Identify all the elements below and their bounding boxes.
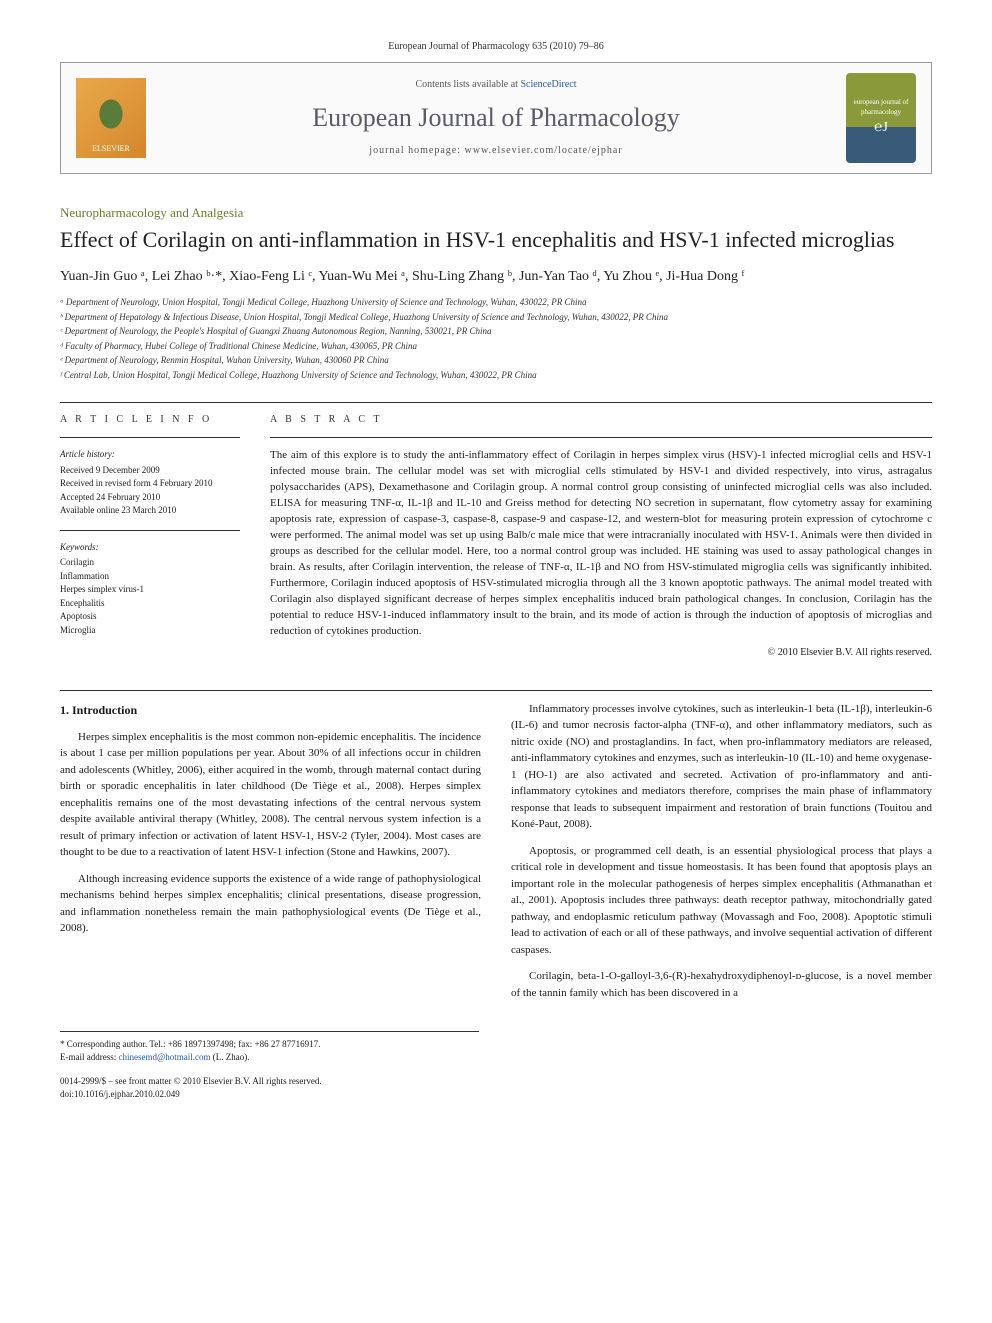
- elsevier-tree-icon: [91, 89, 131, 139]
- journal-citation: European Journal of Pharmacology 635 (20…: [60, 40, 932, 54]
- article-info-column: A R T I C L E I N F O Article history: R…: [60, 413, 240, 659]
- body-left-column: 1. Introduction Herpes simplex encephali…: [60, 701, 481, 1012]
- affiliation: ᵃ Department of Neurology, Union Hospita…: [60, 296, 932, 310]
- journal-cover-thumbnail: european journal of pharmacology ℮Ј: [846, 73, 916, 163]
- keyword: Corilagin: [60, 556, 240, 570]
- body-paragraph: Herpes simplex encephalitis is the most …: [60, 729, 481, 861]
- article-info-heading: A R T I C L E I N F O: [60, 413, 240, 427]
- publisher-logo: ELSEVIER: [76, 78, 146, 158]
- keywords-block: Keywords: Corilagin Inflammation Herpes …: [60, 541, 240, 638]
- affiliation: ᵇ Department of Hepatology & Infectious …: [60, 311, 932, 325]
- corresponding-author-note: * Corresponding author. Tel.: +86 189713…: [60, 1031, 479, 1063]
- email-name: (L. Zhao).: [211, 1052, 250, 1062]
- contents-prefix: Contents lists available at: [415, 79, 520, 90]
- journal-name: European Journal of Pharmacology: [146, 100, 846, 136]
- footer-doi: doi:10.1016/j.ejphar.2010.02.049: [60, 1088, 932, 1101]
- article-title: Effect of Corilagin on anti-inflammation…: [60, 226, 932, 255]
- corresponding-email-line: E-mail address: chinesemd@hotmail.com (L…: [60, 1051, 479, 1064]
- keyword: Microglia: [60, 624, 240, 638]
- cover-text-top: european journal of: [854, 98, 909, 108]
- history-item: Available online 23 March 2010: [60, 504, 240, 518]
- email-link[interactable]: chinesemd@hotmail.com: [118, 1052, 210, 1062]
- history-item: Accepted 24 February 2010: [60, 491, 240, 505]
- homepage-prefix: journal homepage:: [369, 145, 464, 156]
- history-item: Received 9 December 2009: [60, 464, 240, 478]
- homepage-line: journal homepage: www.elsevier.com/locat…: [146, 144, 846, 158]
- affiliation: ᶠ Central Lab, Union Hospital, Tongji Me…: [60, 369, 932, 383]
- article-history-block: Article history: Received 9 December 200…: [60, 448, 240, 518]
- body-columns: 1. Introduction Herpes simplex encephali…: [60, 701, 932, 1012]
- footer-bottom: 0014-2999/$ – see front matter © 2010 El…: [60, 1075, 932, 1100]
- keyword: Herpes simplex virus-1: [60, 583, 240, 597]
- affiliation: ᶜ Department of Neurology, the People's …: [60, 325, 932, 339]
- affiliation: ᵈ Faculty of Pharmacy, Hubei College of …: [60, 340, 932, 354]
- sciencedirect-link[interactable]: ScienceDirect: [520, 79, 576, 90]
- abstract-heading: A B S T R A C T: [270, 413, 932, 427]
- header-center: Contents lists available at ScienceDirec…: [146, 78, 846, 158]
- body-paragraph: Corilagin, beta-1-O-galloyl-3,6-(R)-hexa…: [511, 968, 932, 1001]
- affiliations-block: ᵃ Department of Neurology, Union Hospita…: [60, 296, 932, 382]
- introduction-heading: 1. Introduction: [60, 701, 481, 719]
- affiliation: ᵉ Department of Neurology, Renmin Hospit…: [60, 354, 932, 368]
- email-label: E-mail address:: [60, 1052, 118, 1062]
- body-paragraph: Although increasing evidence supports th…: [60, 871, 481, 937]
- info-abstract-row: A R T I C L E I N F O Article history: R…: [60, 413, 932, 659]
- article-section-label: Neuropharmacology and Analgesia: [60, 204, 932, 222]
- body-paragraph: Inflammatory processes involve cytokines…: [511, 701, 932, 833]
- homepage-url[interactable]: www.elsevier.com/locate/ejphar: [465, 145, 623, 156]
- journal-header-box: ELSEVIER Contents lists available at Sci…: [60, 62, 932, 174]
- divider: [60, 402, 932, 403]
- history-label: Article history:: [60, 448, 240, 462]
- body-right-column: Inflammatory processes involve cytokines…: [511, 701, 932, 1012]
- divider: [270, 437, 932, 438]
- contents-line: Contents lists available at ScienceDirec…: [146, 78, 846, 92]
- cover-text-mid: pharmacology: [861, 108, 901, 118]
- keyword: Apoptosis: [60, 610, 240, 624]
- keyword: Encephalitis: [60, 597, 240, 611]
- divider: [60, 437, 240, 438]
- abstract-column: A B S T R A C T The aim of this explore …: [270, 413, 932, 659]
- abstract-copyright: © 2010 Elsevier B.V. All rights reserved…: [270, 646, 932, 660]
- author-list: Yuan-Jin Guo ᵃ, Lei Zhao ᵇ·*, Xiao-Feng …: [60, 267, 932, 287]
- divider: [60, 530, 240, 531]
- cover-logo-icon: ℮Ј: [874, 118, 888, 138]
- publisher-name: ELSEVIER: [92, 143, 130, 154]
- divider: [60, 690, 932, 691]
- body-paragraph: Apoptosis, or programmed cell death, is …: [511, 843, 932, 959]
- history-item: Received in revised form 4 February 2010: [60, 477, 240, 491]
- keyword: Inflammation: [60, 570, 240, 584]
- corresponding-tel: * Corresponding author. Tel.: +86 189713…: [60, 1038, 479, 1051]
- keywords-label: Keywords:: [60, 541, 240, 555]
- footer-copyright: 0014-2999/$ – see front matter © 2010 El…: [60, 1075, 932, 1088]
- abstract-text: The aim of this explore is to study the …: [270, 448, 932, 639]
